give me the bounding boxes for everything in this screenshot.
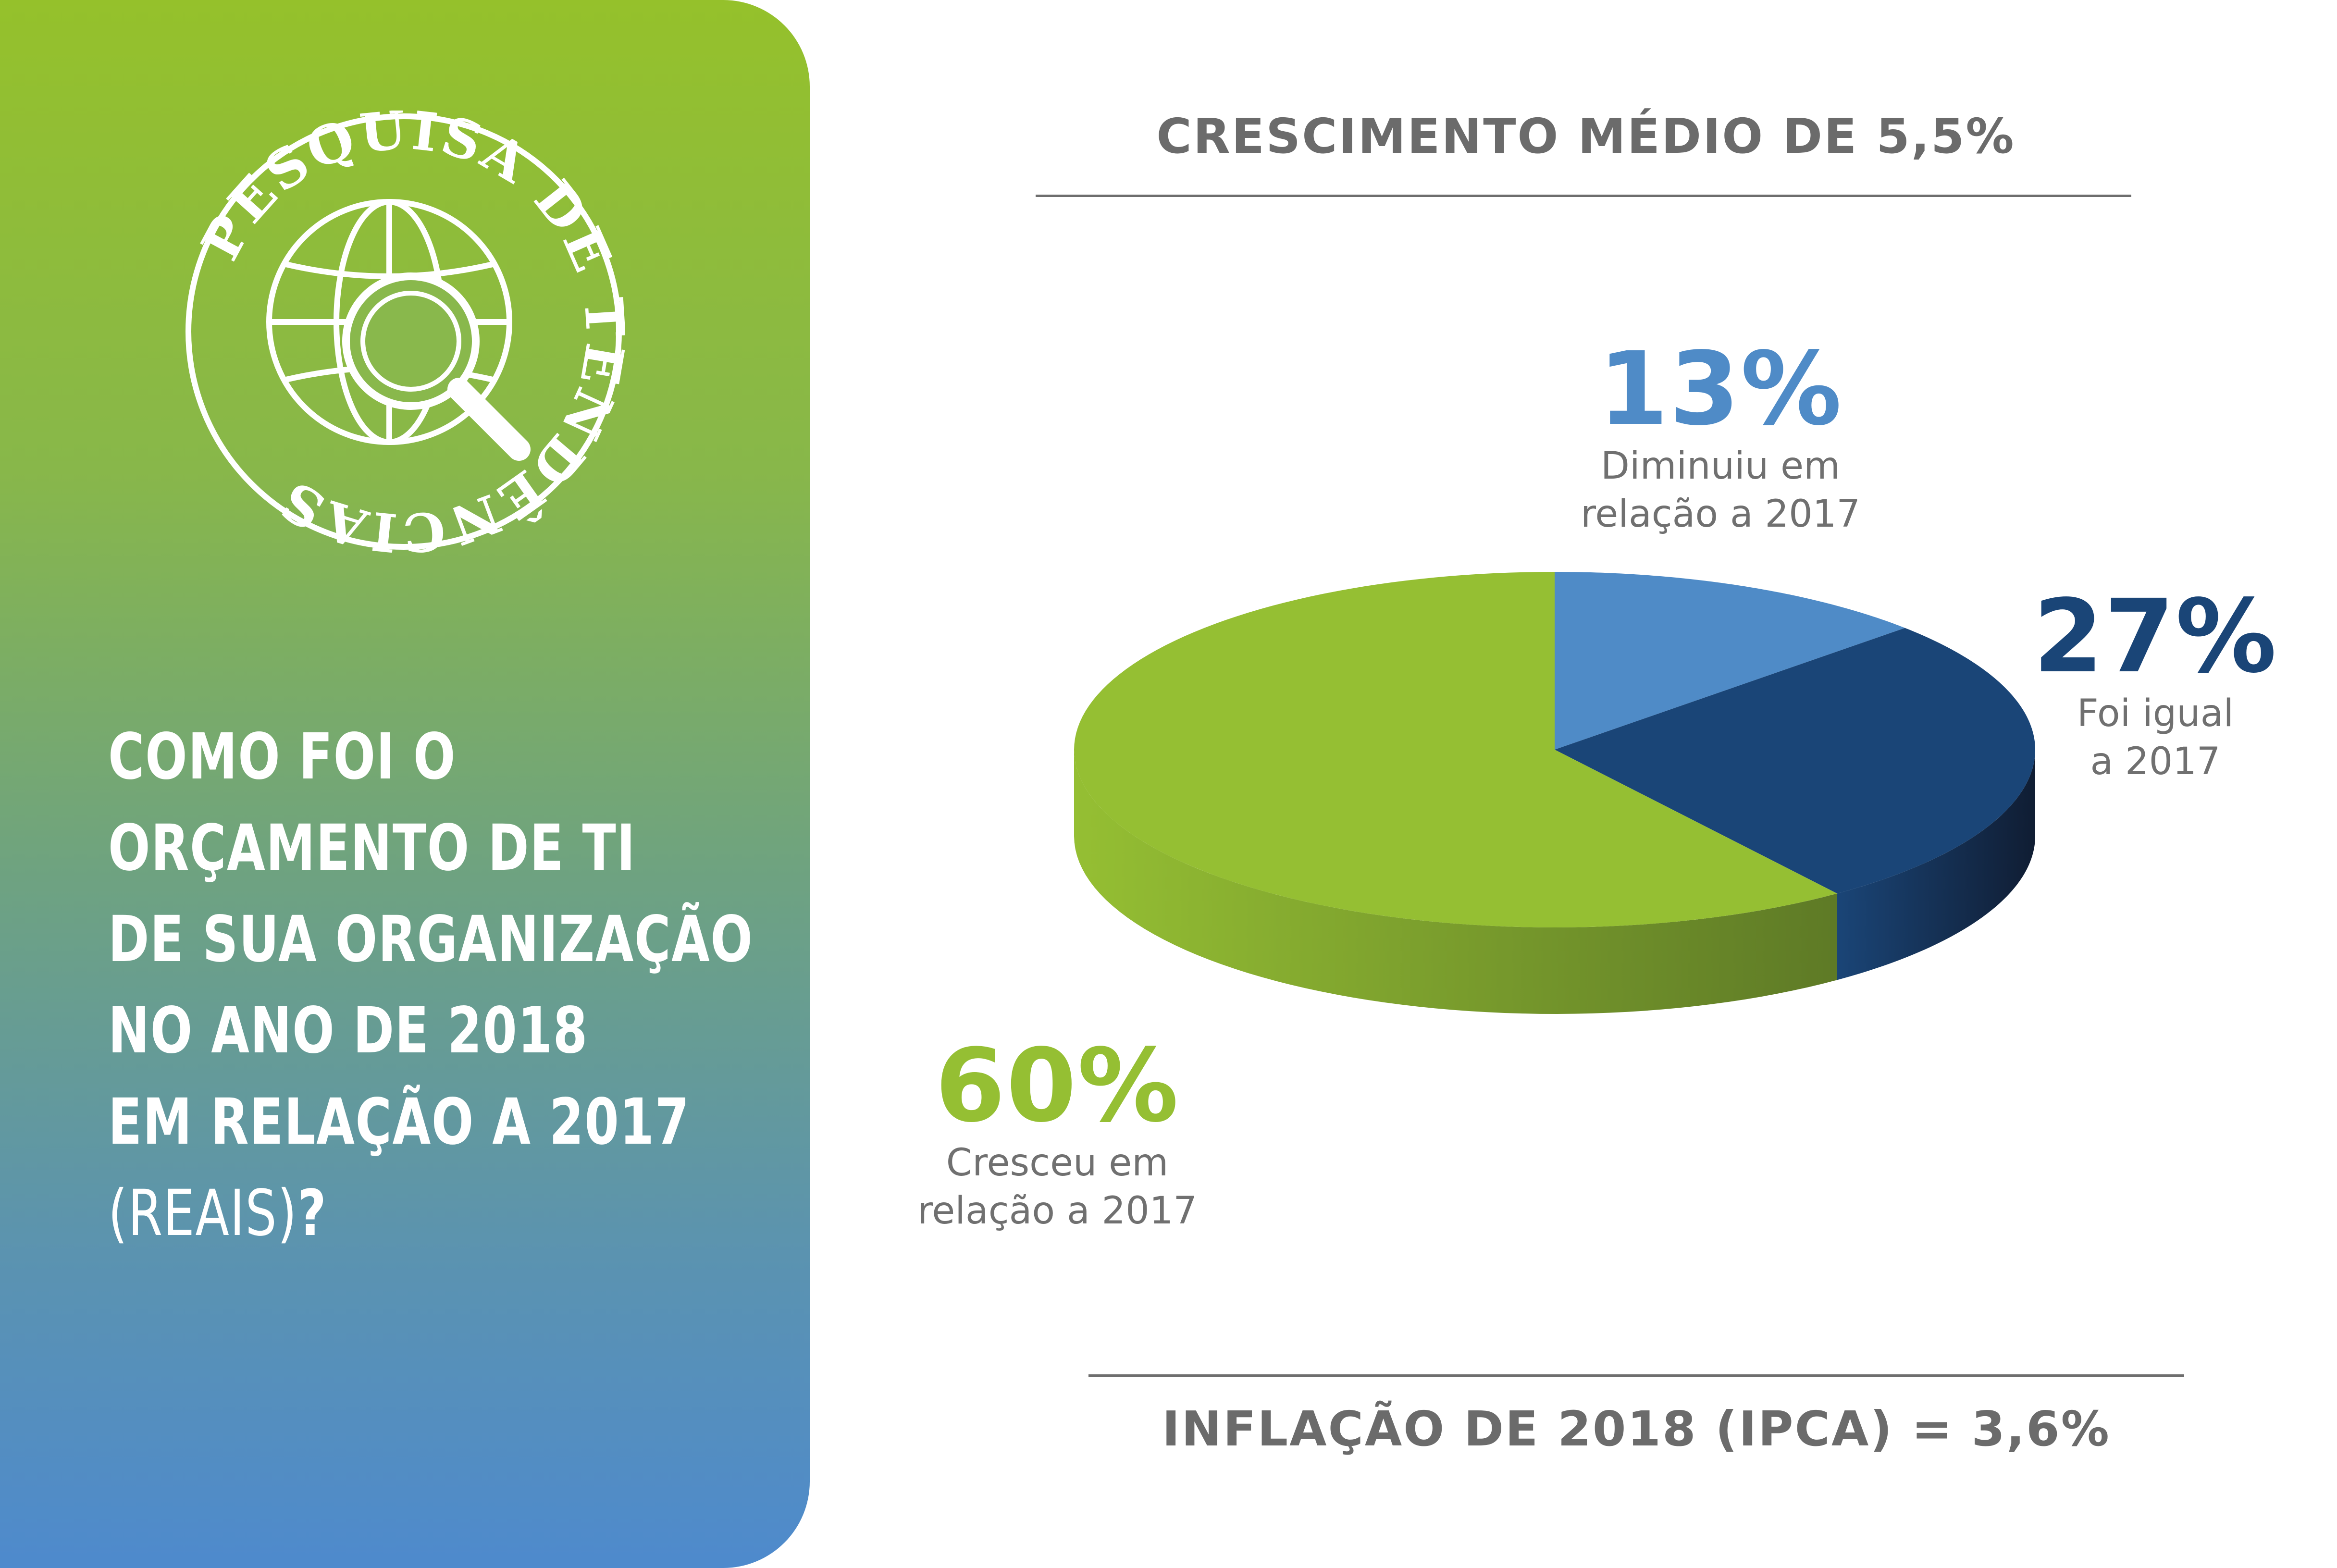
slice-pct-equal: 27% <box>2033 578 2278 695</box>
inflation-note: INFLAÇÃO DE 2018 (IPCA) = 3,6% <box>1162 1401 2111 1457</box>
pesquisa-de-tendencias-logo: PESQUISA DE TENDÊNCIAS <box>185 111 625 553</box>
footer-divider <box>1088 1374 2184 1377</box>
slice-pct-decreased: 13% <box>1598 330 1843 448</box>
slice-desc-increased-1: Cresceu em <box>946 1141 1169 1185</box>
question-mark: ? <box>297 1176 327 1250</box>
question-line-3: DE SUA ORGANIZAÇÃO <box>108 902 754 976</box>
chart-title: CRESCIMENTO MÉDIO DE 5,5% <box>1156 108 2016 164</box>
slice-label-increased: 60% Cresceu em relação a 2017 <box>865 1033 1249 1235</box>
slice-desc-increased-2: relação a 2017 <box>917 1189 1198 1233</box>
pie-side-2 <box>1074 750 1837 1014</box>
question-line-5: EM RELAÇÃO A 2017 <box>108 1085 690 1159</box>
slice-label-equal: 27% Foi igual a 2017 <box>1963 584 2337 786</box>
slice-desc-equal-2: a 2017 <box>2090 740 2221 783</box>
left-panel: PESQUISA DE TENDÊNCIAS COMO FOI O ORÇAME… <box>0 0 810 1568</box>
pie-slice-0 <box>1555 572 1905 750</box>
slice-desc-decreased-1: Diminuiu em <box>1600 444 1841 488</box>
slice-desc-decreased-2: relação a 2017 <box>1580 493 1861 536</box>
question-reais: (REAIS) <box>108 1176 298 1250</box>
slice-label-decreased: 13% Diminuiu em relação a 2017 <box>1528 336 1913 538</box>
question-line-6: (REAIS)? <box>108 1168 753 1259</box>
pie-slice-1 <box>1555 628 2035 894</box>
pie-side-1 <box>1837 750 2035 980</box>
question-line-2: ORÇAMENTO DE TI <box>108 811 636 885</box>
question-line-1: COMO FOI O <box>108 720 457 794</box>
pie-slice-2 <box>1074 572 1837 927</box>
question-text: COMO FOI O ORÇAMENTO DE TI DE SUA ORGANI… <box>108 711 753 1259</box>
title-divider <box>1036 195 2131 197</box>
slice-pct-increased: 60% <box>935 1027 1180 1145</box>
magnifier-icon <box>342 272 531 461</box>
slice-desc-equal-1: Foi igual <box>2077 692 2234 735</box>
question-line-4: NO ANO DE 2018 <box>108 994 588 1068</box>
